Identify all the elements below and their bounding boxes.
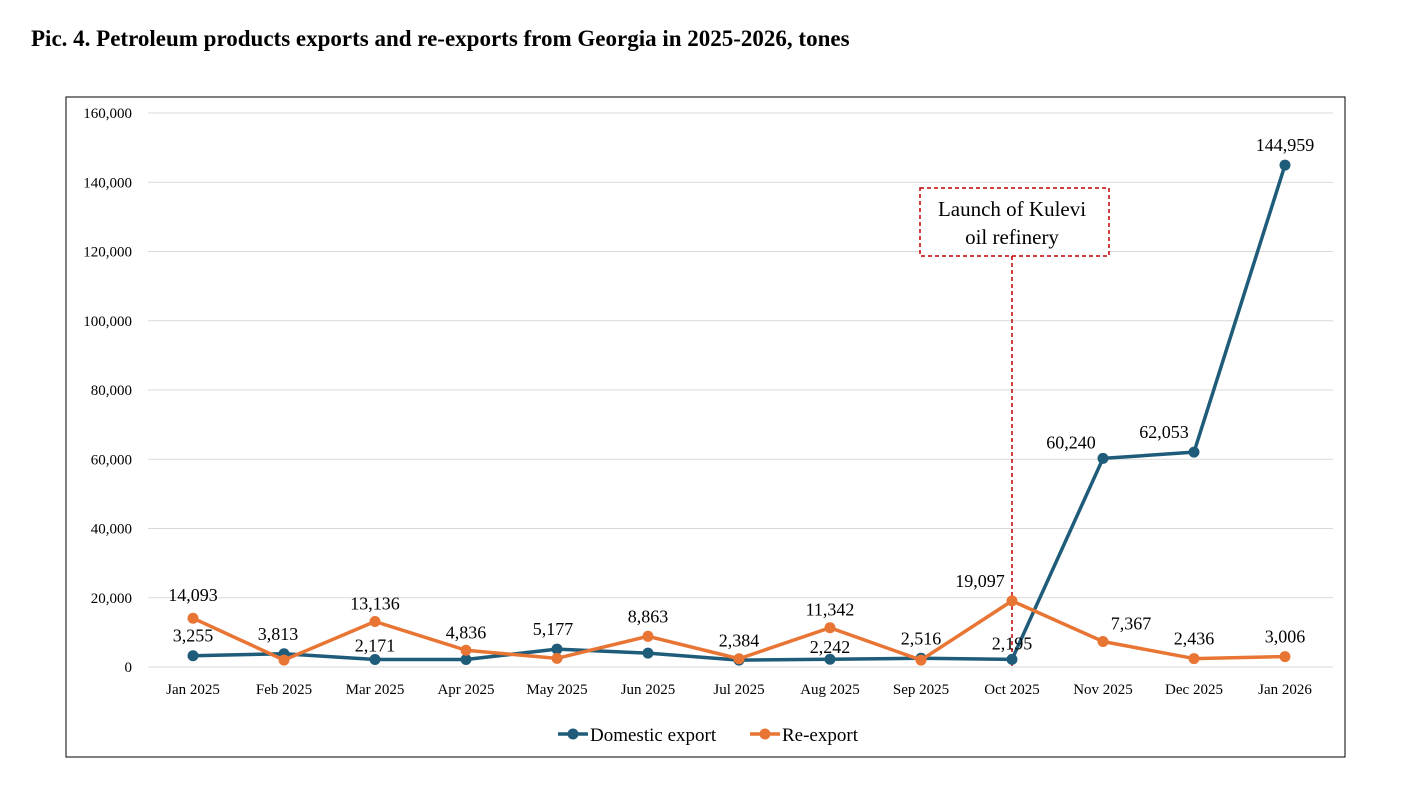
data-label: 2,516 bbox=[901, 628, 942, 648]
chart-title: Pic. 4. Petroleum products exports and r… bbox=[31, 26, 850, 51]
data-point bbox=[1279, 651, 1291, 663]
y-tick-label: 160,000 bbox=[83, 106, 132, 122]
data-point bbox=[187, 612, 199, 624]
data-label: 2,242 bbox=[810, 637, 851, 657]
data-label: 7,367 bbox=[1111, 613, 1152, 633]
data-point bbox=[915, 654, 927, 666]
data-label: 19,097 bbox=[955, 571, 1005, 591]
x-tick-label: May 2025 bbox=[526, 682, 587, 698]
data-point bbox=[1097, 635, 1109, 647]
x-tick-label: Jun 2025 bbox=[621, 682, 676, 698]
data-label: 3,255 bbox=[173, 626, 214, 646]
series bbox=[187, 159, 1291, 666]
data-point bbox=[1006, 595, 1018, 607]
data-point bbox=[1097, 452, 1109, 464]
data-point bbox=[733, 653, 745, 665]
annotation-text: oil refinery bbox=[965, 225, 1059, 249]
data-point bbox=[551, 652, 563, 664]
x-tick-label: Apr 2025 bbox=[437, 682, 494, 698]
data-label: 60,240 bbox=[1046, 432, 1096, 452]
y-tick-label: 0 bbox=[125, 660, 133, 676]
y-tick-label: 40,000 bbox=[91, 522, 132, 538]
data-labels: 3,255 3,813 2,171 5,177 2,242 2,516 2,195 60,24… bbox=[168, 135, 1314, 657]
data-label: 144,959 bbox=[1256, 135, 1315, 155]
data-point bbox=[642, 647, 654, 659]
data-point bbox=[369, 653, 381, 665]
x-tick-label: Jul 2025 bbox=[713, 682, 764, 698]
x-tick-label: Dec 2025 bbox=[1165, 682, 1223, 698]
data-label: 8,863 bbox=[628, 606, 669, 626]
legend-item: Domestic export bbox=[558, 725, 717, 746]
annotation: Launch of Kulevi oil refinery bbox=[919, 187, 1110, 667]
gridlines bbox=[148, 112, 1333, 668]
data-point bbox=[1188, 446, 1200, 458]
data-point bbox=[278, 654, 290, 666]
data-point bbox=[187, 650, 199, 662]
data-point bbox=[1188, 653, 1200, 665]
data-point bbox=[460, 644, 472, 656]
series-re-export bbox=[187, 595, 1291, 666]
y-tick-label: 100,000 bbox=[83, 314, 132, 330]
data-label: 5,177 bbox=[533, 619, 574, 639]
legend-label: Re-export bbox=[782, 725, 859, 746]
data-point bbox=[460, 653, 472, 665]
y-tick-label: 80,000 bbox=[91, 383, 132, 399]
x-tick-label: Jan 2026 bbox=[1258, 682, 1312, 698]
x-tick-label: Oct 2025 bbox=[984, 682, 1039, 698]
x-tick-label: Sep 2025 bbox=[893, 682, 949, 698]
y-tick-label: 60,000 bbox=[91, 452, 132, 468]
data-point bbox=[551, 643, 563, 655]
legend-marker bbox=[567, 728, 579, 740]
annotation-text: Launch of Kulevi bbox=[938, 197, 1086, 221]
data-label: 11,342 bbox=[806, 600, 855, 620]
y-axis: 0 20,000 40,000 60,000 80,000 100,000 120,000 1… bbox=[83, 106, 132, 676]
data-label: 3,006 bbox=[1265, 627, 1306, 647]
data-point bbox=[1279, 159, 1291, 171]
y-tick-label: 120,000 bbox=[83, 245, 132, 261]
x-tick-label: Feb 2025 bbox=[256, 682, 312, 698]
x-tick-label: Mar 2025 bbox=[346, 682, 405, 698]
data-label: 14,093 bbox=[168, 585, 218, 605]
data-label: 2,436 bbox=[1174, 629, 1215, 649]
legend-item: Re-export bbox=[750, 725, 859, 746]
y-tick-label: 20,000 bbox=[91, 591, 132, 607]
legend: Domestic export Re-export bbox=[558, 725, 859, 746]
x-tick-label: Aug 2025 bbox=[800, 682, 860, 698]
x-tick-label: Nov 2025 bbox=[1073, 682, 1133, 698]
data-point bbox=[824, 622, 836, 634]
data-label: 13,136 bbox=[350, 594, 400, 614]
data-point bbox=[642, 630, 654, 642]
legend-label: Domestic export bbox=[590, 725, 717, 746]
data-label: 2,384 bbox=[719, 631, 760, 651]
data-label: 4,836 bbox=[446, 622, 487, 642]
data-label: 2,171 bbox=[355, 635, 396, 655]
data-point bbox=[369, 616, 381, 628]
y-tick-label: 140,000 bbox=[83, 175, 132, 191]
legend-marker bbox=[759, 728, 771, 740]
annotation-box bbox=[919, 187, 1110, 257]
data-label: 2,195 bbox=[992, 633, 1033, 653]
data-point bbox=[1006, 653, 1018, 665]
x-tick-label: Jan 2025 bbox=[166, 682, 220, 698]
data-label: 62,053 bbox=[1139, 422, 1189, 442]
data-point bbox=[824, 653, 836, 665]
x-axis: Jan 2025 Feb 2025 Mar 2025 Apr 2025 May 2025… bbox=[166, 682, 1312, 698]
data-label: 3,813 bbox=[258, 624, 299, 644]
